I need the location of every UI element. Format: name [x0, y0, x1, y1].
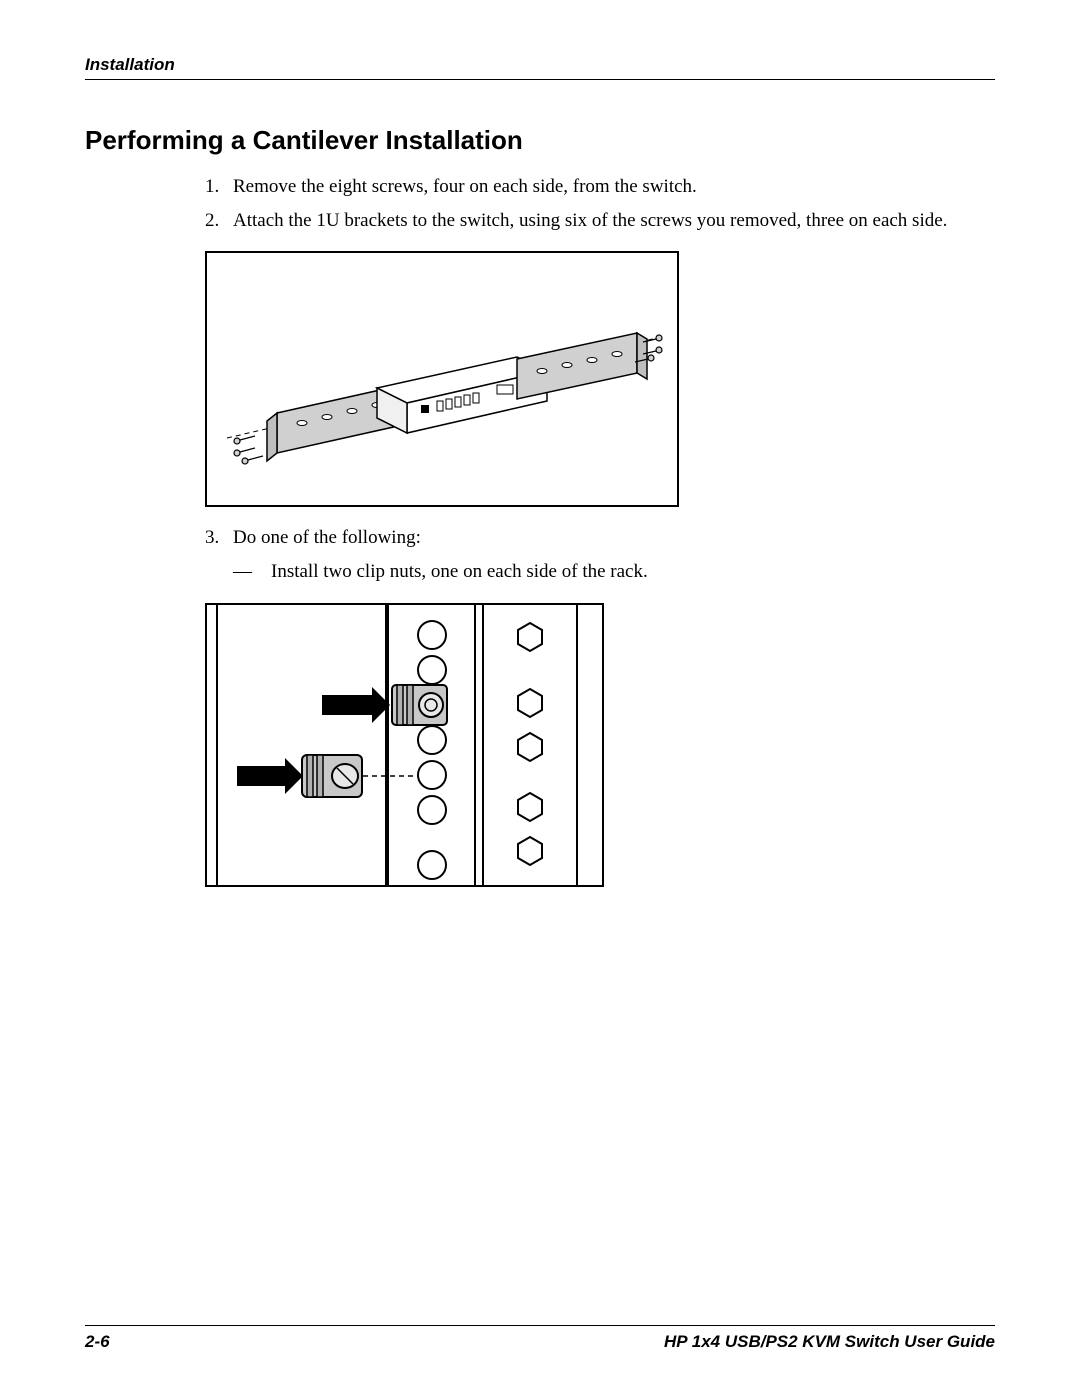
step-2: 2. Attach the 1U brackets to the switch,… [205, 208, 985, 234]
substep-text: Install two clip nuts, one on each side … [271, 559, 985, 585]
step-text: Attach the 1U brackets to the switch, us… [233, 208, 985, 234]
figure-clip-nuts [205, 603, 604, 887]
step-number: 1. [205, 174, 233, 200]
figure-bracket-assembly [205, 251, 679, 507]
step-number: 2. [205, 208, 233, 234]
steps-list: 1. Remove the eight screws, four on each… [205, 174, 985, 233]
running-header: Installation [85, 55, 995, 80]
step-3a: — Install two clip nuts, one on each sid… [233, 559, 985, 585]
step-number: 3. [205, 525, 233, 551]
guide-title: HP 1x4 USB/PS2 KVM Switch User Guide [664, 1332, 995, 1352]
steps-list-cont: 3. Do one of the following: — Install tw… [205, 525, 985, 584]
step-text: Remove the eight screws, four on each si… [233, 174, 985, 200]
substep-dash: — [233, 559, 271, 585]
step-3: 3. Do one of the following: [205, 525, 985, 551]
step-1: 1. Remove the eight screws, four on each… [205, 174, 985, 200]
step-text: Do one of the following: [233, 525, 985, 551]
page-number: 2-6 [85, 1332, 110, 1352]
page-footer: 2-6 HP 1x4 USB/PS2 KVM Switch User Guide [85, 1325, 995, 1352]
page: Installation Performing a Cantilever Ins… [0, 0, 1080, 1397]
section-title: Performing a Cantilever Installation [85, 125, 995, 156]
